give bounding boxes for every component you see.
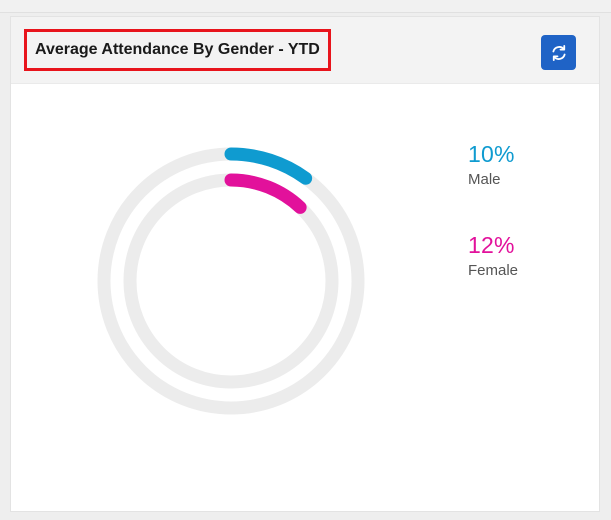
widget-title: Average Attendance By Gender - YTD bbox=[24, 29, 331, 71]
radial-chart bbox=[97, 147, 365, 415]
widget-header: Average Attendance By Gender - YTD bbox=[11, 17, 599, 84]
attendance-widget: Average Attendance By Gender - YTD 10% M… bbox=[10, 16, 600, 512]
bar-female bbox=[224, 173, 307, 214]
top-strip bbox=[0, 0, 611, 13]
legend-label-female: Female bbox=[468, 262, 519, 279]
legend-value-female: 12% bbox=[468, 232, 515, 258]
track-male bbox=[97, 147, 365, 415]
bar-male bbox=[224, 147, 313, 185]
refresh-icon bbox=[551, 44, 566, 61]
refresh-button[interactable] bbox=[541, 35, 576, 70]
legend-item-male: 10% Male bbox=[468, 141, 515, 188]
legend-label-male: Male bbox=[468, 171, 501, 188]
legend-item-female: 12% Female bbox=[468, 232, 518, 279]
legend-value-male: 10% bbox=[468, 141, 515, 167]
